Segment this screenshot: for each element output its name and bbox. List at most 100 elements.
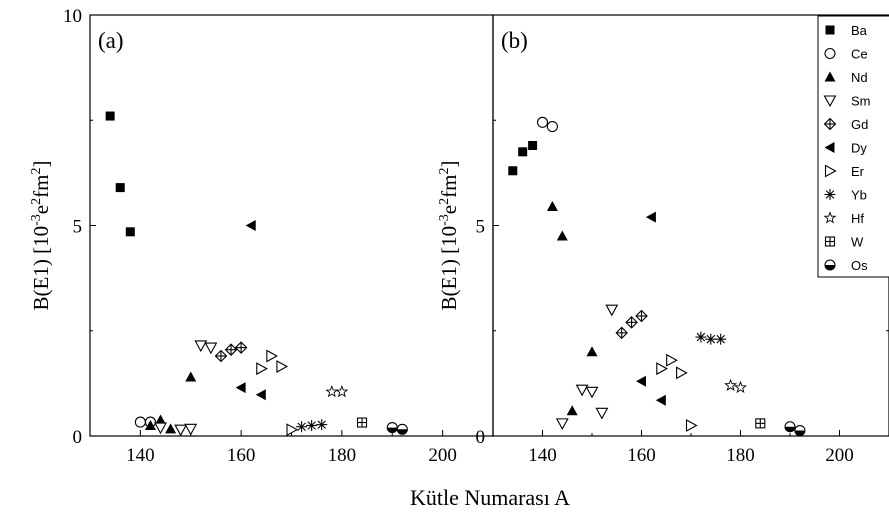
data-point-hf [335,385,349,398]
data-point-er [286,423,299,437]
plot-frame [89,14,494,437]
data-point-sm [555,418,569,431]
panel-label: (b) [501,28,528,53]
y-axis-label-part: ] [29,161,53,168]
y-tick-label: 0 [73,427,83,448]
legend-marker-er [824,164,837,178]
legend-label-er: Er [851,164,865,179]
data-point-os [396,423,408,435]
y-axis-label-part: fm [437,175,461,198]
legend-marker-ce [824,47,836,60]
y-axis-label-part: fm [29,175,53,198]
data-point-yb [296,421,308,433]
legend-marker-hf [823,211,837,224]
data-point-sm [595,407,609,420]
y-tick-label: 0 [476,427,486,448]
data-point-yb [695,331,707,343]
y-axis-label-part: -3 [437,214,452,226]
data-point-nd [546,201,558,212]
data-point-w [755,418,766,429]
data-point-nd [185,371,197,382]
y-axis-label-part: B(E1) [10 [29,226,53,311]
y-axis-label-part: -3 [29,214,44,226]
y-axis-label: B(E1) [10-3e2fm2] [437,161,461,311]
data-point-er [685,419,698,432]
y-axis-label-part: e [29,205,53,214]
x-tick-label: 180 [726,445,755,466]
data-point-dy [645,211,656,223]
y-axis-label-part: ] [437,161,461,168]
data-point-er [256,362,268,376]
legend-marker-gd [823,117,837,131]
data-point-sm [585,386,599,399]
data-point-dy [636,375,646,387]
data-point-yb [715,333,727,345]
data-point-nd [586,346,598,357]
data-point-gd [224,343,238,356]
legend-label-sm: Sm [851,94,871,109]
y-tick-label: 5 [73,217,83,238]
data-point-os [386,422,398,434]
data-point-ce [134,416,146,428]
data-point-hf [724,378,738,391]
data-point-sm [174,424,188,437]
data-point-er [656,362,668,376]
y-axis-label-part: e [437,205,461,214]
legend: Ba Ce Nd Sm Gd Dy Er Yb Hf W Os [817,15,889,278]
y-axis-label-part: 2 [437,168,452,175]
data-point-nd [556,230,568,241]
legend-marker-w [824,236,836,247]
data-point-sm [575,384,589,397]
legend-label-os: Os [851,258,868,273]
data-point-er [276,360,289,373]
data-point-dy [655,394,666,406]
data-point-er [266,349,278,363]
legend-label-ce: Ce [851,47,868,62]
x-tick-label: 160 [227,445,256,466]
data-point-yb [306,419,318,431]
legend-label-hf: Hf [851,211,864,226]
x-tick-label: 200 [825,445,854,466]
data-point-ba [508,166,518,176]
data-point-sm [204,342,218,355]
data-point-gd [234,341,248,354]
y-tick-label: 10 [63,6,82,27]
legend-label-w: W [851,235,864,250]
data-point-sm [605,304,619,317]
data-point-ba [115,183,125,193]
data-point-gd [615,326,628,340]
data-point-ba [518,147,528,157]
data-point-dy [255,389,266,401]
x-tick-label: 200 [428,445,457,466]
data-point-nd [155,414,167,425]
data-point-nd [165,423,177,434]
panel-label: (a) [98,28,124,53]
data-point-er [676,366,688,380]
legend-label-gd: Gd [851,117,868,132]
y-axis-label-part: 2 [437,198,452,205]
legend-marker-ba [825,25,835,35]
data-point-sm [184,423,198,436]
data-point-ba [105,111,115,121]
legend-label-yb: Yb [851,188,867,203]
data-point-gd [214,349,228,363]
data-point-gd [625,316,638,329]
data-point-ce [546,121,558,133]
legend-marker-os [824,259,836,271]
x-tick-label: 140 [528,445,557,466]
data-point-sm [194,340,208,353]
data-point-ba [528,141,538,151]
legend-label-nd: Nd [851,70,868,85]
legend-marker-sm [823,95,837,108]
x-tick-label: 160 [627,445,656,466]
data-point-yb [705,333,717,345]
legend-marker-dy [824,142,835,153]
data-point-os [794,424,806,437]
data-point-ba [125,227,135,237]
x-tick-label: 180 [328,445,357,466]
legend-box [817,15,889,278]
data-point-hf [734,380,747,394]
